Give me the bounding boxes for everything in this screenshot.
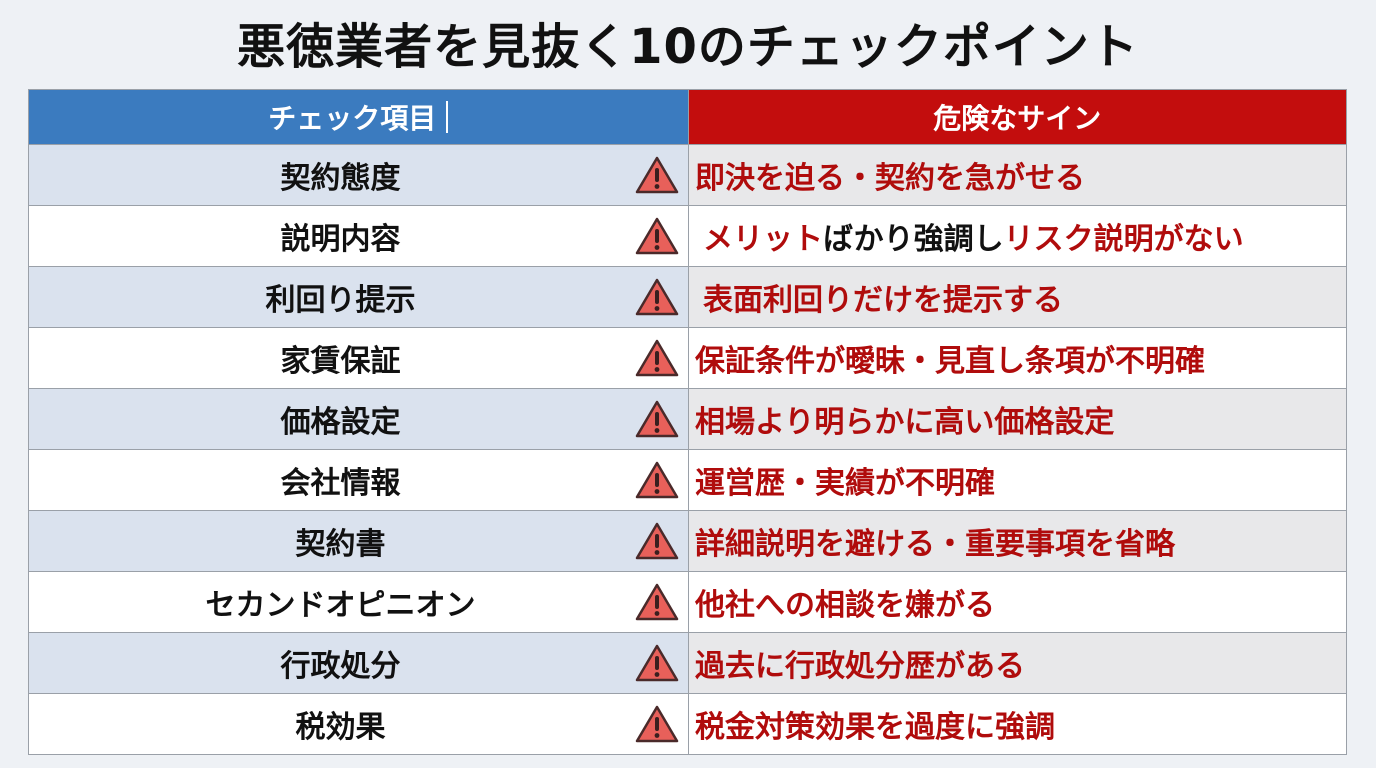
danger-sign-cell: 過去に行政処分歴がある — [688, 633, 1346, 693]
check-item-cell: 利回り提示 — [29, 267, 688, 327]
danger-sign-text: 税金対策効果を過度に強調 — [695, 710, 1055, 745]
warning-icon — [635, 400, 679, 438]
check-item-label: 税効果 — [295, 710, 386, 745]
danger-sign-text: 過去に行政処分歴がある — [695, 649, 1025, 684]
warning-icon — [635, 705, 679, 743]
check-item-label: 会社情報 — [280, 466, 401, 501]
danger-sign-text: メリットばかり強調しリスク説明がない — [703, 214, 1244, 258]
danger-sign-part-merit: メリット — [703, 222, 823, 257]
danger-sign-text: 詳細説明を避ける・重要事項を省略 — [695, 527, 1175, 562]
danger-sign-part-risk: リスク説明がない — [1003, 222, 1244, 257]
check-item-label: 契約書 — [295, 527, 386, 562]
danger-sign-cell: 保証条件が曖昧・見直し条項が不明確 — [688, 328, 1346, 388]
danger-sign-cell: 詳細説明を避ける・重要事項を省略 — [688, 511, 1346, 571]
danger-sign-text: 即決を迫る・契約を急がせる — [695, 161, 1085, 196]
header-danger-sign-label: 危険なサイン — [933, 102, 1102, 135]
check-item-label: 利回り提示 — [265, 283, 416, 318]
check-item-cell: 契約書 — [29, 511, 688, 571]
warning-icon — [635, 217, 679, 255]
danger-sign-cell: 他社への相談を嫌がる — [688, 572, 1346, 632]
table-row: 価格設定 相場より明らかに高い価格設定 — [29, 388, 1346, 449]
danger-sign-cell: 即決を迫る・契約を急がせる — [688, 145, 1346, 205]
text-cursor — [446, 101, 449, 133]
table-row: 行政処分 過去に行政処分歴がある — [29, 632, 1346, 693]
warning-icon — [635, 522, 679, 560]
check-item-cell: 会社情報 — [29, 450, 688, 510]
danger-sign-text: 保証条件が曖昧・見直し条項が不明確 — [695, 344, 1205, 379]
table-row: 税効果 税金対策効果を過度に強調 — [29, 693, 1346, 754]
table-row: セカンドオピニオン 他社への相談を嫌がる — [29, 571, 1346, 632]
checkpoint-table: チェック項目 危険なサイン 契約態度 即決を迫る・契約を急がせる 説明内容 メリ… — [28, 89, 1347, 755]
warning-icon — [635, 339, 679, 377]
header-danger-sign: 危険なサイン — [687, 90, 1346, 144]
check-item-label: 契約態度 — [280, 161, 401, 196]
check-item-cell: 価格設定 — [29, 389, 688, 449]
header-check-item: チェック項目 — [29, 90, 688, 144]
warning-icon — [635, 278, 679, 316]
check-item-label: 家賃保証 — [280, 344, 401, 379]
warning-icon — [635, 156, 679, 194]
danger-sign-part-emphasis: ばかり強調し — [823, 222, 1004, 257]
check-item-cell: 行政処分 — [29, 633, 688, 693]
danger-sign-text: 相場より明らかに高い価格設定 — [695, 405, 1115, 440]
danger-sign-cell: 表面利回りだけを提示する — [688, 267, 1346, 327]
table-row: 契約書 詳細説明を避ける・重要事項を省略 — [29, 510, 1346, 571]
table-row: 契約態度 即決を迫る・契約を急がせる — [29, 144, 1346, 205]
danger-sign-text: 運営歴・実績が不明確 — [695, 466, 995, 501]
check-item-cell: 契約態度 — [29, 145, 688, 205]
check-item-label: 価格設定 — [280, 405, 401, 440]
table-row: 説明内容 メリットばかり強調しリスク説明がない — [29, 205, 1346, 266]
danger-sign-text: 表面利回りだけを提示する — [703, 283, 1063, 318]
warning-icon — [635, 461, 679, 499]
check-item-label: 説明内容 — [280, 222, 401, 257]
check-item-cell: 家賃保証 — [29, 328, 688, 388]
check-item-cell: セカンドオピニオン — [29, 572, 688, 632]
table-row: 家賃保証 保証条件が曖昧・見直し条項が不明確 — [29, 327, 1346, 388]
warning-icon — [635, 644, 679, 682]
table-header: チェック項目 危険なサイン — [29, 90, 1346, 144]
warning-icon — [635, 583, 679, 621]
check-item-label: セカンドオピニオン — [205, 588, 476, 623]
table-row: 会社情報 運営歴・実績が不明確 — [29, 449, 1346, 510]
page-title: 悪徳業者を見抜く10のチェックポイント — [237, 19, 1139, 75]
danger-sign-cell: 相場より明らかに高い価格設定 — [688, 389, 1346, 449]
table-row: 利回り提示 表面利回りだけを提示する — [29, 266, 1346, 327]
danger-sign-cell: メリットばかり強調しリスク説明がない — [688, 206, 1346, 266]
danger-sign-cell: 税金対策効果を過度に強調 — [688, 694, 1346, 754]
check-item-cell: 税効果 — [29, 694, 688, 754]
check-item-cell: 説明内容 — [29, 206, 688, 266]
check-item-label: 行政処分 — [280, 649, 401, 684]
danger-sign-cell: 運営歴・実績が不明確 — [688, 450, 1346, 510]
header-check-item-label: チェック項目 — [268, 102, 437, 135]
danger-sign-text: 他社への相談を嫌がる — [695, 588, 995, 623]
